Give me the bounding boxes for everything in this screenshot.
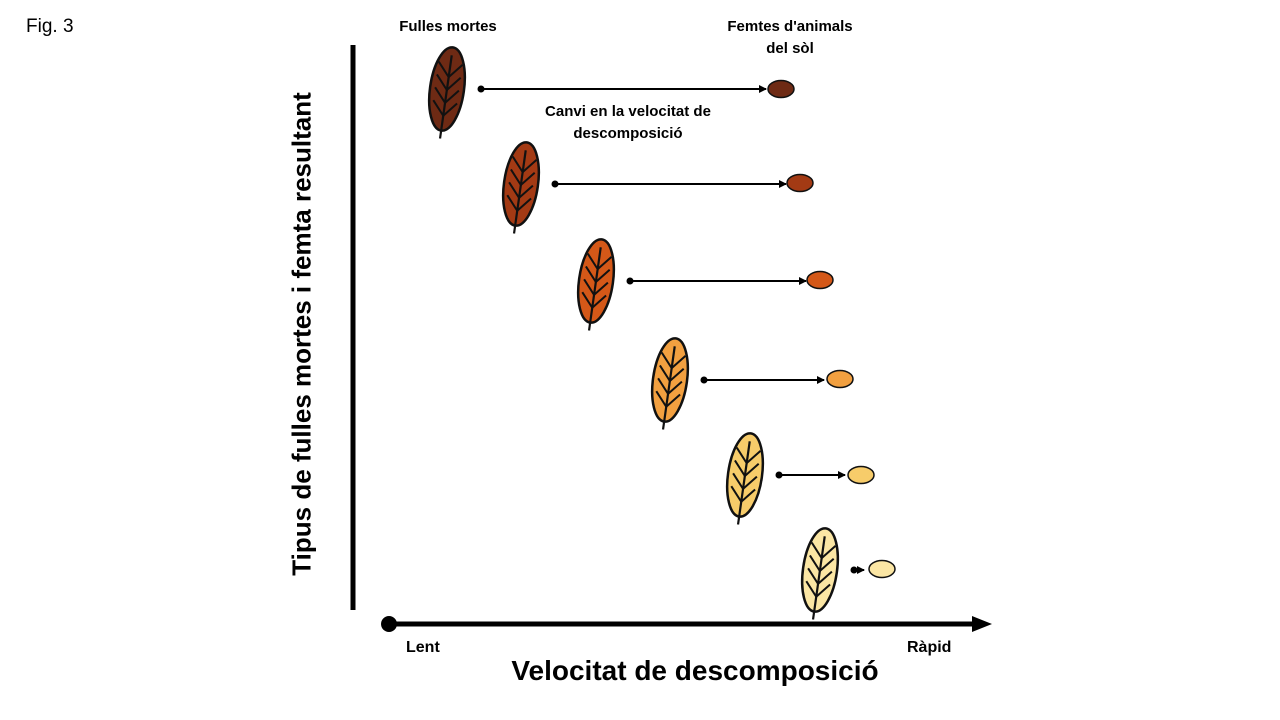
leaf-vein	[508, 181, 534, 199]
leaf-vein	[809, 554, 835, 572]
dead-leaves-label: Fulles mortes	[399, 18, 497, 35]
faeces-pellet-icon	[826, 369, 854, 389]
decomposition-row	[800, 527, 896, 620]
leaf-vein	[434, 86, 460, 104]
faeces-pellet-icon	[868, 559, 896, 579]
leaf-icon	[501, 141, 541, 234]
leaf-vein	[586, 253, 613, 270]
leaf-vein	[583, 278, 609, 296]
faeces-pellet-icon	[767, 79, 795, 99]
decomposition-row	[501, 141, 814, 234]
leaf-midrib	[587, 247, 602, 331]
leaf-midrib	[736, 441, 751, 525]
leaf-midrib	[438, 55, 453, 139]
faeces-pellet-icon	[847, 465, 875, 485]
x-axis-fast-label: Ràpid	[907, 639, 952, 656]
leaf-vein	[585, 265, 611, 283]
faeces-pellet-icon	[786, 173, 814, 193]
leaf-vein	[655, 390, 681, 408]
leaf-midrib	[661, 346, 676, 430]
x-axis-slow-label: Lent	[406, 639, 440, 656]
leaf-icon	[576, 238, 616, 331]
decomposition-row	[576, 238, 834, 331]
leaf-vein	[506, 194, 532, 212]
decomposition-row	[725, 432, 875, 525]
leaf-vein	[510, 168, 536, 186]
x-axis-arrowhead	[972, 616, 992, 632]
leaf-vein	[659, 364, 685, 382]
leaf-icon	[427, 46, 467, 139]
leaf-vein	[807, 567, 833, 585]
leaf-vein	[735, 447, 762, 464]
leaf-midrib	[811, 536, 826, 620]
leaf-vein	[732, 472, 758, 490]
leaf-vein	[437, 61, 464, 78]
faeces-pellet-icon	[806, 270, 834, 290]
decomposition-row	[650, 337, 854, 430]
x-axis-title: Velocitat de descomposició	[511, 655, 879, 686]
leaf-vein	[734, 459, 760, 477]
leaf-icon	[650, 337, 690, 430]
leaf-icon	[800, 527, 840, 620]
rows-layer	[427, 46, 896, 620]
figure-label: Fig. 3	[26, 16, 74, 37]
leaf-vein	[660, 352, 687, 369]
leaf-vein	[432, 99, 458, 117]
leaf-midrib	[512, 150, 527, 234]
leaf-vein	[511, 156, 538, 173]
soil-animal-faeces-label: Femtes d'animals del sòl	[727, 18, 853, 57]
decomposition-row	[427, 46, 795, 139]
leaf-vein	[805, 580, 831, 598]
leaf-icon	[725, 432, 765, 525]
decomposition-change-label: Canvi en la velocitat de descomposició	[545, 103, 711, 142]
leaf-vein	[657, 377, 683, 395]
leaf-vein	[581, 291, 607, 309]
leaf-vein	[730, 485, 756, 503]
leaf-vein	[810, 542, 837, 559]
leaf-vein	[436, 73, 462, 91]
